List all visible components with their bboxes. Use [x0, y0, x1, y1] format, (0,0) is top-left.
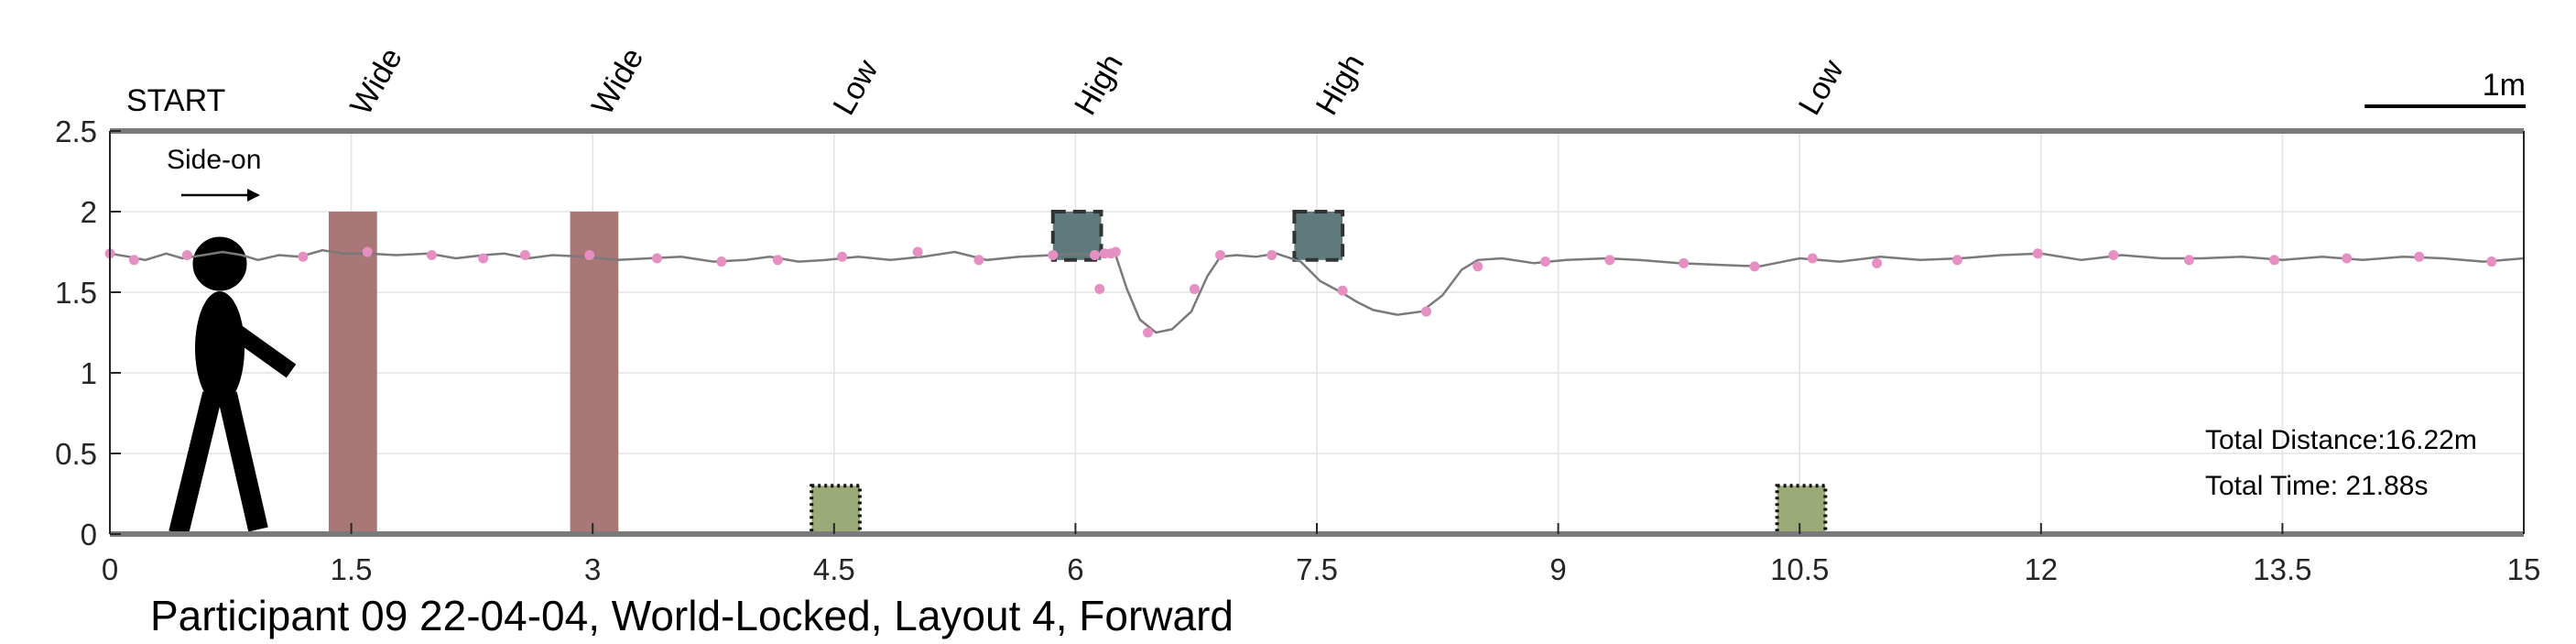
trajectory-marker — [2342, 253, 2353, 264]
trajectory-marker — [584, 250, 595, 261]
obstacle-wide — [328, 212, 377, 534]
x-tick-label: 9 — [1549, 552, 1566, 586]
trajectory-marker — [2183, 255, 2194, 266]
trajectory-marker — [1215, 250, 1226, 261]
trajectory-marker — [1872, 257, 1883, 268]
x-tick-label: 3 — [584, 552, 601, 586]
total-time: Total Time: 21.88s — [2205, 471, 2428, 501]
x-tick-label: 0 — [102, 552, 118, 586]
walking-person-icon — [168, 236, 297, 536]
trajectory-marker — [1951, 255, 1962, 266]
trajectory-marker — [1094, 283, 1105, 294]
obstacle-wide — [570, 212, 619, 534]
y-tick-label: 1.5 — [55, 276, 97, 310]
trajectory-marker — [2032, 248, 2043, 259]
start-label: START — [126, 83, 225, 118]
obstacle-low — [810, 484, 862, 537]
trajectory-marker — [1089, 250, 1100, 261]
trajectory-marker — [1749, 261, 1760, 272]
trajectory-marker — [519, 250, 530, 261]
trajectory-marker — [1679, 257, 1690, 268]
trajectory-marker — [912, 246, 923, 257]
trajectory-series — [109, 248, 2525, 334]
obstacle-label: Wide — [343, 42, 409, 121]
y-tick-labels: 0 0.5 1 1.5 2 2.5 — [55, 115, 97, 551]
trajectory-marker — [1540, 257, 1551, 267]
trajectory-marker — [1142, 327, 1153, 338]
y-tick-label: 0 — [81, 518, 97, 551]
obstacle-label: Low — [1792, 54, 1851, 121]
trajectory-marker — [298, 251, 309, 262]
trajectory-marker — [426, 250, 437, 261]
chart-title: Participant 09 22-04-04, World-Locked, L… — [150, 592, 1234, 639]
trajectory-marker — [1189, 283, 1200, 294]
trajectory-marker — [1473, 261, 1484, 272]
obstacle-label: High — [1068, 48, 1130, 121]
trajectory-marker — [2108, 250, 2119, 261]
x-tick-label: 13.5 — [2253, 552, 2311, 586]
trajectory-marker — [1337, 285, 1348, 296]
trajectory-marker — [716, 257, 727, 267]
trajectory-marker — [181, 250, 192, 261]
obstacles — [328, 210, 1828, 537]
view-label: Side-on — [167, 145, 261, 175]
x-tick-label: 1.5 — [331, 552, 373, 586]
obstacle-labels: Wide Wide Low High High Low — [343, 42, 1851, 121]
trajectory-marker — [128, 255, 139, 266]
x-tick-label: 4.5 — [813, 552, 855, 586]
trajectory-marker — [2486, 257, 2497, 267]
y-tick-label: 2 — [81, 195, 97, 229]
grid-lines — [109, 130, 2525, 535]
trajectory-markers — [104, 246, 2497, 338]
x-tick-labels: 0 1.5 3 4.5 6 7.5 9 10.5 12 13.5 15 — [102, 552, 2541, 586]
obstacle-label: High — [1310, 48, 1372, 121]
x-tick-label: 12 — [2024, 552, 2058, 586]
trajectory-marker — [1048, 250, 1059, 261]
scale-bar: 1m — [2364, 68, 2526, 108]
x-tick-label: 10.5 — [1770, 552, 1829, 586]
trajectory-marker — [651, 253, 662, 264]
trajectory-marker — [2414, 251, 2425, 262]
trajectory-line — [109, 248, 2525, 334]
trajectory-marker — [1420, 306, 1431, 317]
x-tick-label: 15 — [2507, 552, 2541, 586]
trajectory-marker — [362, 246, 373, 257]
y-tick-label: 0.5 — [55, 437, 97, 471]
axes — [109, 128, 2525, 537]
x-tick-label: 7.5 — [1296, 552, 1338, 586]
trajectory-marker — [973, 255, 984, 266]
trajectory-marker — [2269, 255, 2280, 266]
trajectory-marker — [772, 255, 783, 266]
trajectory-marker — [1807, 253, 1818, 264]
scale-bar-label: 1m — [2483, 68, 2526, 103]
trajectory-marker — [478, 253, 489, 264]
y-tick-label: 2.5 — [55, 115, 97, 148]
obstacle-label: Wide — [585, 42, 651, 121]
y-tick-label: 1 — [81, 356, 97, 390]
trajectory-marker — [1110, 246, 1121, 257]
obstacle-label: Low — [826, 54, 885, 121]
trajectory-marker — [1604, 255, 1615, 266]
direction-arrow-icon — [181, 189, 260, 202]
obstacle-low — [1775, 484, 1828, 537]
trajectory-marker — [1266, 250, 1277, 261]
trajectory-marker — [837, 251, 848, 262]
obstacle-high — [1292, 210, 1345, 262]
x-tick-label: 6 — [1067, 552, 1083, 586]
total-distance: Total Distance:16.22m — [2205, 425, 2477, 455]
